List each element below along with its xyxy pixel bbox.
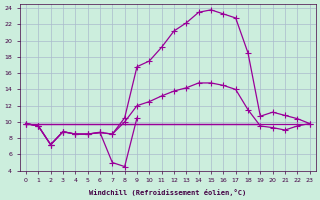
X-axis label: Windchill (Refroidissement éolien,°C): Windchill (Refroidissement éolien,°C): [89, 189, 246, 196]
